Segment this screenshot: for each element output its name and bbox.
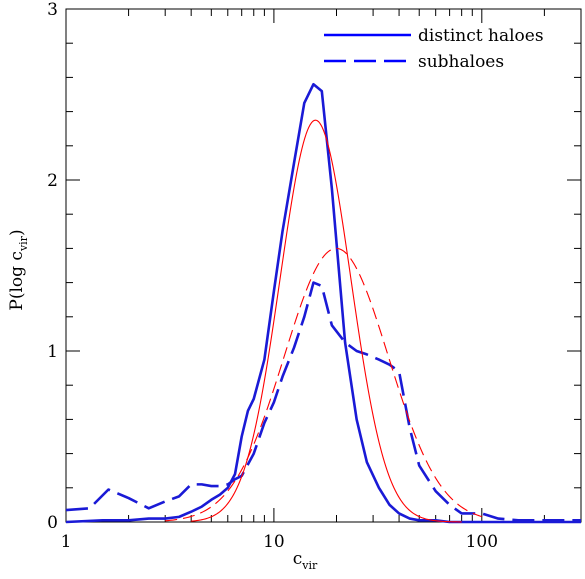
y-axis-label: P(log cvir) [7, 229, 30, 310]
y-tick-label: 2 [47, 171, 58, 191]
y-axis-label-main: P(log c [7, 251, 27, 311]
y-tick-label: 3 [47, 0, 58, 20]
fit-line-3 [165, 247, 482, 522]
series-line-0 [65, 82, 581, 524]
x-tick-label: 100 [466, 532, 498, 552]
series-layer [65, 82, 581, 524]
x-axis-label-sub: vir [301, 559, 318, 572]
legend-label-subhaloes: subhaloes [418, 52, 504, 72]
legend-label-distinct-haloes: distinct haloes [418, 26, 544, 46]
series-line-1 [65, 281, 581, 522]
x-tick-label: 1 [61, 532, 72, 552]
fit-line-2 [191, 119, 462, 523]
x-axis-label-main: c [293, 549, 303, 569]
x-axis-label: cvir [293, 549, 318, 572]
legend: distinct haloes subhaloes [324, 26, 544, 72]
plot-frame [65, 8, 582, 523]
y-tick-label: 1 [47, 342, 58, 362]
y-tick-label: 0 [47, 513, 58, 533]
y-axis-label-close: ) [7, 229, 27, 236]
y-axis-label-sub: vir [17, 235, 30, 252]
axis-ticks [65, 8, 582, 523]
x-tick-label: 10 [263, 532, 285, 552]
